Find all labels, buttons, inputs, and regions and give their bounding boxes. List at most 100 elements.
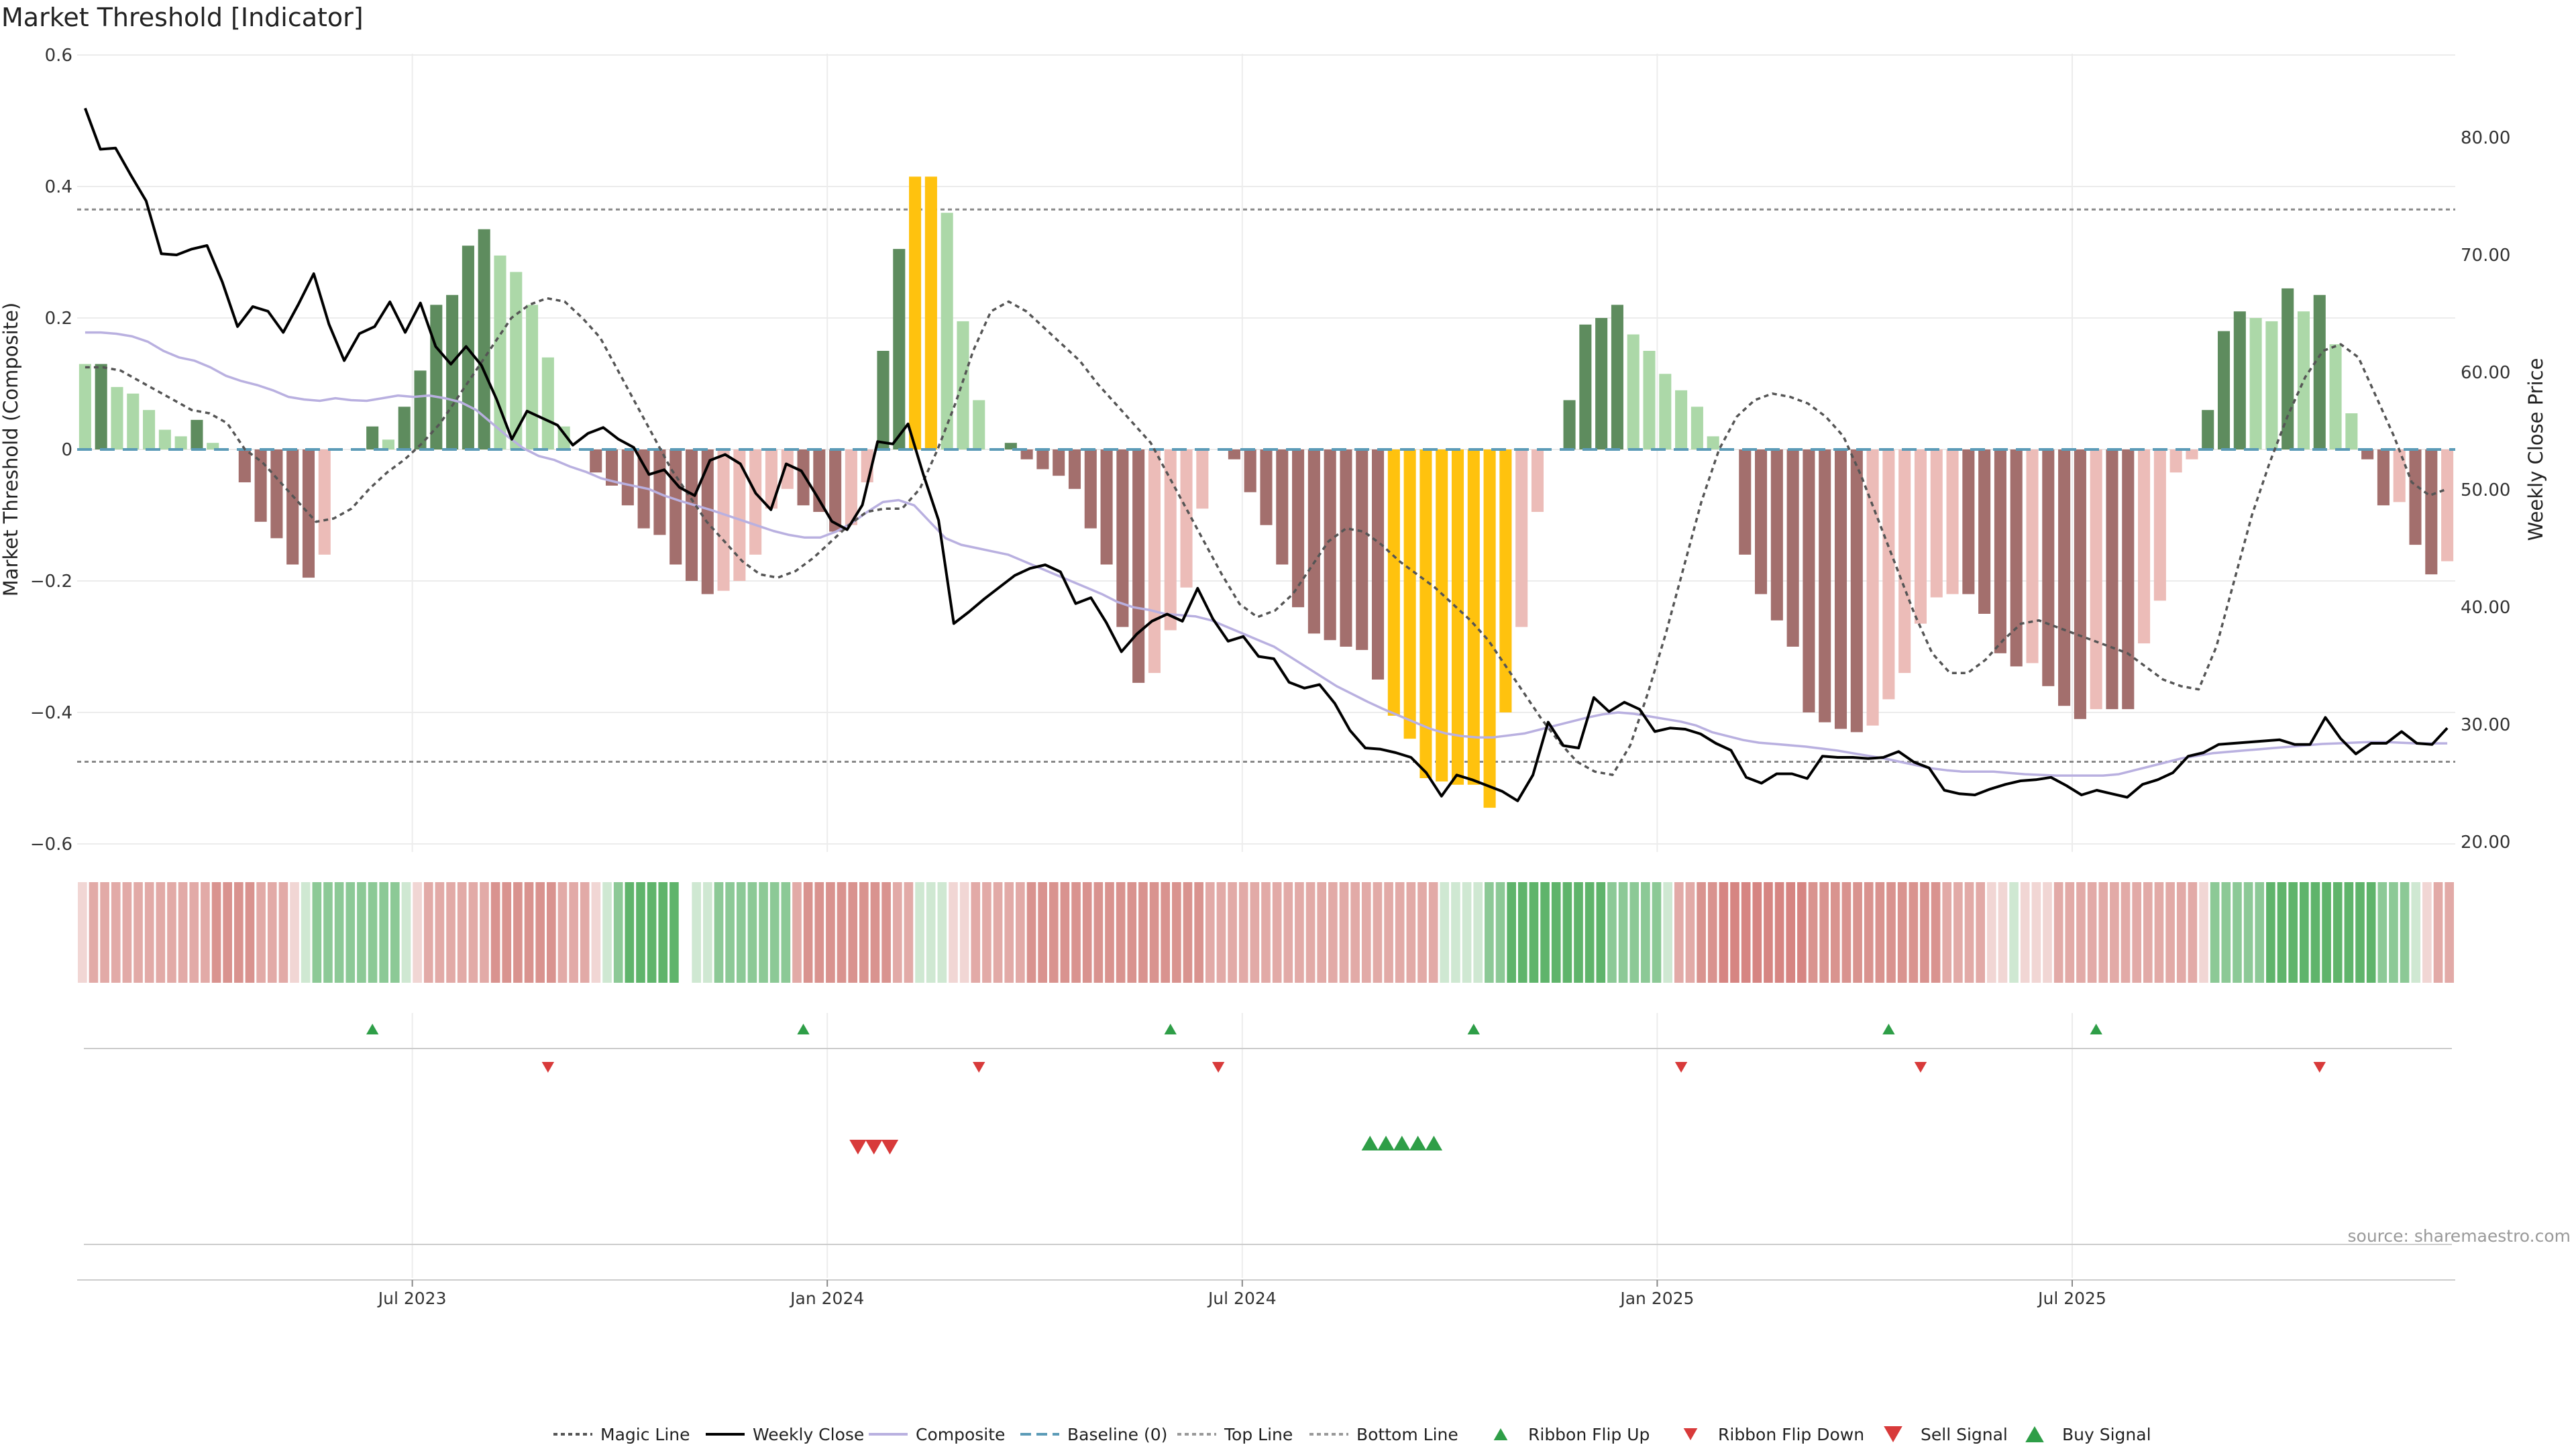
ribbon-cell bbox=[368, 882, 378, 983]
ribbon-cell bbox=[602, 882, 612, 983]
ribbon-cell bbox=[290, 882, 299, 983]
ribbon-cell bbox=[1250, 882, 1260, 983]
ribbon-cell bbox=[2277, 882, 2287, 983]
composite-bar bbox=[2153, 449, 2166, 601]
ribbon-flip-down-marker bbox=[1914, 1062, 1927, 1073]
composite-bar bbox=[1770, 449, 1783, 621]
composite-bar bbox=[1068, 449, 1081, 489]
composite-bar bbox=[2249, 318, 2262, 449]
composite-bar bbox=[1930, 449, 1943, 598]
ribbon-cell bbox=[703, 882, 712, 983]
left-tick-label: −0.2 bbox=[30, 572, 72, 592]
composite-bar bbox=[1914, 449, 1927, 624]
composite-bar bbox=[1403, 449, 1416, 739]
legend-item: Top Line bbox=[1177, 1425, 1293, 1444]
signal-panels bbox=[84, 1024, 2452, 1245]
ribbon-cell bbox=[1082, 882, 1092, 983]
composite-bar bbox=[2441, 449, 2454, 561]
ribbon-cell bbox=[814, 882, 824, 983]
ribbon-cell bbox=[680, 882, 690, 983]
composite-bar bbox=[318, 449, 331, 555]
composite-bar bbox=[1898, 449, 1911, 674]
composite-bar bbox=[1962, 449, 1975, 594]
composite-bar bbox=[1866, 449, 1879, 726]
legend-item: Baseline (0) bbox=[1020, 1425, 1167, 1444]
composite-bar bbox=[1707, 436, 1719, 449]
ribbon-cell bbox=[1786, 882, 1796, 983]
composite-bar bbox=[430, 305, 443, 449]
composite-bar bbox=[1100, 449, 1113, 565]
ribbon-cell bbox=[1697, 882, 1706, 983]
ribbon-cell bbox=[1228, 882, 1237, 983]
composite-bar bbox=[1994, 449, 2006, 653]
ribbon-cell bbox=[480, 882, 489, 983]
buy-signal-marker bbox=[1409, 1136, 1427, 1150]
ribbon-cell bbox=[1183, 882, 1193, 983]
composite-bar bbox=[2058, 449, 2071, 706]
ribbon-cell bbox=[982, 882, 991, 983]
legend-item: Sell Signal bbox=[1884, 1425, 2008, 1444]
ribbon-cell bbox=[133, 882, 143, 983]
composite-line bbox=[85, 331, 2448, 777]
ribbon-cell bbox=[1317, 882, 1327, 983]
composite-bar bbox=[1132, 449, 1145, 683]
ribbon-cell bbox=[736, 882, 746, 983]
ribbon-cell bbox=[1830, 882, 1840, 983]
composite-bar bbox=[621, 449, 634, 506]
ribbon-cell bbox=[2065, 882, 2075, 983]
composite-bar bbox=[2233, 311, 2246, 449]
composite-bar bbox=[1004, 443, 1017, 449]
composite-bar bbox=[1180, 449, 1193, 588]
composite-bar bbox=[286, 449, 299, 565]
left-tick-label: 0.4 bbox=[45, 177, 72, 197]
composite-bar bbox=[924, 176, 937, 449]
composite-bar bbox=[893, 249, 906, 449]
legend-label: Ribbon Flip Up bbox=[1528, 1425, 1650, 1444]
ribbon-cell bbox=[2377, 882, 2387, 983]
ribbon-cell bbox=[1998, 882, 2008, 983]
ribbon-cell bbox=[1428, 882, 1438, 983]
ribbon-cell bbox=[1049, 882, 1059, 983]
x-axis: Jul 2023 Jan 2024 Jul 2024 Jan 2025 Jul 2025 bbox=[77, 1279, 2455, 1308]
ribbon-cell bbox=[167, 882, 176, 983]
ribbon-cell bbox=[2076, 882, 2086, 983]
legend-label: Top Line bbox=[1224, 1425, 1293, 1444]
ribbon-cell bbox=[2243, 882, 2253, 983]
ribbon-cell bbox=[468, 882, 478, 983]
composite-bar bbox=[1690, 407, 1703, 449]
legend-swatch bbox=[1683, 1428, 1698, 1440]
ribbon-cell bbox=[1953, 882, 1963, 983]
ribbon-cell bbox=[390, 882, 400, 983]
ribbon-cell bbox=[1517, 882, 1527, 983]
sell-signal-marker bbox=[881, 1140, 899, 1155]
composite-bar bbox=[2010, 449, 2023, 667]
composite-bar bbox=[191, 419, 203, 449]
left-axis-label: Market Threshold (Composite) bbox=[0, 303, 22, 596]
ribbon-cell bbox=[1819, 882, 1829, 983]
ribbon-cell bbox=[1976, 882, 1985, 983]
ribbon-cell bbox=[949, 882, 958, 983]
ribbon-cell bbox=[1909, 882, 1919, 983]
legend-item: Buy Signal bbox=[2025, 1425, 2151, 1444]
ribbon-cell bbox=[1719, 882, 1729, 983]
composite-bar bbox=[2329, 344, 2342, 449]
right-tick-label: 80.00 bbox=[2461, 128, 2510, 148]
legend-label: Bottom Line bbox=[1356, 1425, 1458, 1444]
ribbon-cell bbox=[1417, 882, 1427, 983]
ribbon-cell bbox=[78, 882, 87, 983]
ribbon-cell bbox=[1138, 882, 1148, 983]
composite-bar bbox=[1356, 449, 1368, 650]
composite-bar bbox=[973, 400, 985, 449]
ribbon-cell bbox=[144, 882, 154, 983]
composite-bar bbox=[1739, 449, 1752, 555]
ribbon-cell bbox=[2422, 882, 2432, 983]
ribbon-flip-up-marker bbox=[1164, 1024, 1177, 1034]
ribbon-cell bbox=[580, 882, 590, 983]
ribbon-cell bbox=[301, 882, 311, 983]
composite-bar bbox=[1467, 449, 1480, 785]
composite-bar bbox=[158, 429, 171, 449]
ribbon-cell bbox=[1004, 882, 1014, 983]
ribbon-flip-up-marker bbox=[797, 1024, 810, 1034]
ribbon-cell bbox=[267, 882, 277, 983]
ribbon-cell bbox=[2098, 882, 2108, 983]
